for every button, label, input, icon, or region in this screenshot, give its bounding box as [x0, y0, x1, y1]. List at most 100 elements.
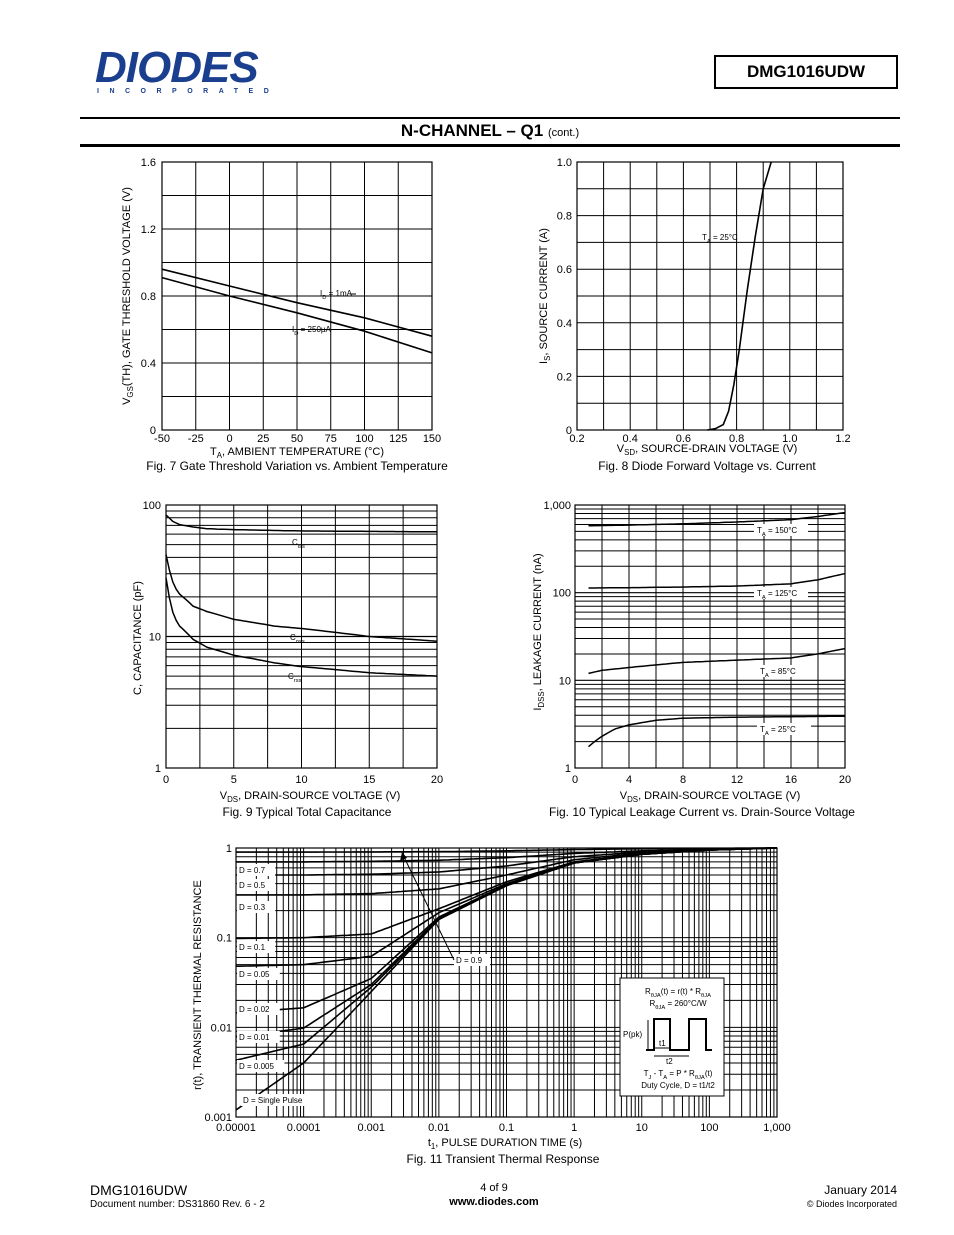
fig7-xtick: 75: [325, 433, 337, 445]
footer-part-number: DMG1016UDW: [90, 1182, 188, 1198]
fig11-label-7: D = 0.5: [239, 881, 266, 890]
fig10-label-bg: [757, 665, 811, 677]
fig11-label-bg: [237, 941, 276, 953]
fig11-frame: [235, 847, 778, 1118]
fig11-xtick: 1,000: [763, 1122, 791, 1134]
fig8-xtick: 0.4: [623, 433, 638, 445]
fig11-label-bg: [237, 901, 276, 913]
fig10-xtick: 0: [572, 774, 578, 786]
fig11-label-bg: [454, 954, 490, 966]
fig9-series-2: [165, 577, 438, 677]
fig7-xtick: -25: [188, 433, 204, 445]
fig11-xtick: 0.00001: [216, 1122, 256, 1134]
fig7-xlabel: TA, AMBIENT TEMPERATURE (°C): [210, 446, 384, 460]
fig10-xtick: 20: [839, 774, 851, 786]
fig8-xtick: 1.0: [782, 433, 797, 445]
fig10-frame: [574, 504, 846, 769]
fig9-frame: [165, 504, 438, 769]
fig10-ytick: 100: [553, 588, 571, 600]
fig10-ytick: 1: [565, 763, 571, 775]
fig7-xtick: 50: [291, 433, 303, 445]
fig7-ytick: 0.8: [141, 291, 156, 303]
fig10-ytick: 1,000: [543, 500, 571, 512]
fig11-xtick: 0.0001: [287, 1122, 321, 1134]
logo-wordmark: DIODES: [95, 43, 259, 92]
fig11-ylabel: r(t), TRANSIENT THERMAL RESISTANCE: [192, 880, 204, 1090]
fig11-label-bg: [237, 968, 280, 980]
fig8-xtick: 0.6: [676, 433, 691, 445]
fig11-series-9: [236, 847, 777, 853]
fig11-ytick: 0.1: [217, 933, 232, 945]
top-rule: [80, 117, 900, 119]
fig11-xtick: 10: [636, 1122, 648, 1134]
fig11-label-d09: D = 0.9: [456, 956, 483, 965]
fig9-xtick: 5: [231, 774, 237, 786]
fig11-inset-t2: t2: [666, 1057, 673, 1066]
fig11-inset-eq2: RθJA = 260°C/W: [650, 999, 707, 1011]
fig7-xtick: -50: [154, 433, 170, 445]
fig9-xtick: 0: [163, 774, 169, 786]
fig11-label-bg: [237, 1031, 280, 1043]
fig9-label-crss: Crss: [288, 672, 302, 684]
fig8-label-25c: TA = 25°C: [702, 233, 738, 245]
fig8-ylabel: IS, SOURCE CURRENT (A): [538, 228, 552, 364]
fig7-series-1: [161, 276, 433, 354]
fig11-xtick: 0.001: [357, 1122, 385, 1134]
footer-date: January 2014: [824, 1183, 897, 1197]
fig10-xlabel: VDS, DRAIN-SOURCE VOLTAGE (V): [620, 790, 800, 804]
fig11-xtick: 100: [700, 1122, 718, 1134]
fig11-d09-leader: [403, 856, 455, 961]
fig8-caption: Fig. 8 Diode Forward Voltage vs. Current: [598, 459, 816, 473]
fig8-xtick: 0.8: [729, 433, 744, 445]
fig11-label-0: D = Single Pulse: [243, 1096, 303, 1105]
fig11-xtick: 0.1: [499, 1122, 514, 1134]
fig9-xlabel: VDS, DRAIN-SOURCE VOLTAGE (V): [220, 790, 400, 804]
fig11-xtick: 0.01: [428, 1122, 449, 1134]
footer-website: www.diodes.com: [449, 1196, 539, 1208]
fig9-series-1: [165, 554, 438, 643]
fig9-ytick: 10: [149, 632, 161, 644]
fig10-series-1: [588, 572, 846, 589]
fig11-inset-ppk: P(pk): [623, 1030, 642, 1039]
fig8-xtick: 1.2: [835, 433, 850, 445]
fig8-ytick: 0.8: [557, 211, 572, 223]
fig7-label-1ma: ID = 1mA: [320, 289, 353, 301]
fig7-ytick: 1.6: [141, 157, 156, 169]
fig7-xtick: 100: [355, 433, 373, 445]
section-title-text: N-CHANNEL – Q1: [400, 121, 544, 140]
fig11-label-bg: [237, 1060, 285, 1072]
section-title: N-CHANNEL – Q1 (cont.): [80, 121, 900, 141]
fig9-ylabel: C, CAPACITANCE (pF): [132, 581, 144, 695]
fig7-xtick: 25: [257, 433, 269, 445]
fig11-series-8: [236, 847, 777, 863]
fig10-xtick: 4: [626, 774, 632, 786]
fig9-xtick: 15: [363, 774, 375, 786]
fig10-label-bg: [757, 723, 811, 735]
fig10-label-2: TA = 85°C: [760, 667, 796, 679]
fig10-series-3: [588, 715, 845, 748]
fig10-xtick: 8: [680, 774, 686, 786]
fig9-ytick: 100: [143, 500, 161, 512]
section-rule: [80, 144, 900, 147]
fig11-label-bg: [237, 879, 276, 891]
fig8-ytick: 0: [566, 425, 572, 437]
fig10-xtick: 16: [785, 774, 797, 786]
fig11-inset-eq4: Duty Cycle, D = t1/t2: [641, 1081, 715, 1090]
fig9-ytick: 1: [155, 763, 161, 775]
fig11-label-bg: [237, 864, 276, 876]
fig11-label-6: D = 0.3: [239, 903, 266, 912]
fig9-label-ciss: Ciss: [292, 538, 305, 550]
fig8-xtick: 0.2: [569, 433, 584, 445]
fig10-label-3: TA = 25°C: [760, 725, 796, 737]
fig10-series-2: [588, 647, 846, 675]
fig9-caption: Fig. 9 Typical Total Capacitance: [223, 805, 392, 819]
fig11-label-bg: [237, 1003, 280, 1015]
fig11-label-5: D = 0.1: [239, 943, 266, 952]
fig11-label-8: D = 0.7: [239, 866, 266, 875]
fig8-series-25c: [707, 161, 772, 431]
footer-page-number: 4 of 9: [480, 1182, 508, 1194]
footer-document-number: Document number: DS31860 Rev. 6 - 2: [90, 1199, 265, 1210]
fig8-xlabel: VSD, SOURCE-DRAIN VOLTAGE (V): [617, 443, 797, 457]
fig9-series-0: [165, 514, 437, 533]
